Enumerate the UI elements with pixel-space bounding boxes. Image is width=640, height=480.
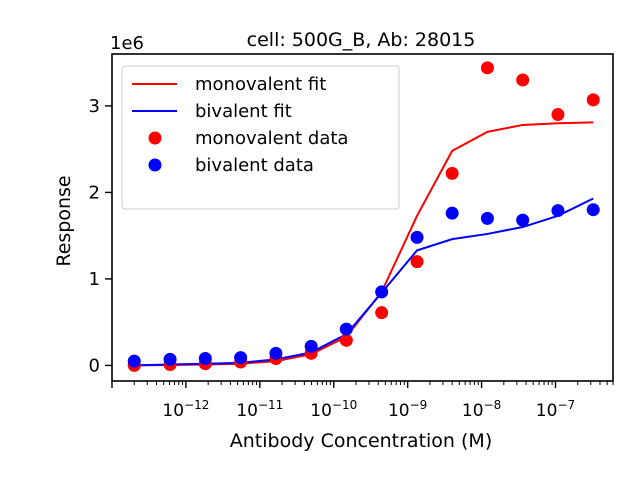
x-tick-label: 10−9 [388,398,427,421]
bivalent-data-point [375,285,389,299]
bivalent-data-point [516,213,530,227]
bivalent-data-point [410,230,424,244]
x-tick-label: 10−8 [462,398,501,421]
monovalent-data-point [586,93,600,107]
monovalent-data-point [445,166,459,180]
y-tick-label: 1 [89,269,100,290]
monovalent-data-point [480,61,494,75]
bivalent-data-point [304,339,318,353]
legend-swatch-monovalent-data [148,131,162,145]
legend-swatch-bivalent-data [148,158,162,172]
bivalent-data-point [234,351,248,365]
bivalent-data-point [127,354,141,368]
monovalent-data-point [339,333,353,347]
bivalent-data-point [198,352,212,366]
plot-frame [111,53,614,382]
x-tick-label: 10−11 [236,398,283,421]
legend-label-monovalent-data: monovalent data [195,128,348,149]
y-offset-label: 1e6 [110,33,144,54]
bivalent-data-point [163,352,177,366]
monovalent-data-point [375,306,389,320]
legend-label-bivalent-fit: bivalent fit [195,101,292,122]
x-axis-label: Antibody Concentration (M) [230,430,492,452]
bivalent-data-point [586,203,600,217]
bivalent-data-point [269,346,283,360]
legend-label-monovalent-fit: monovalent fit [195,74,326,95]
monovalent-data-point [410,255,424,269]
y-axis-label: Response [53,175,75,266]
x-tick-label: 10−10 [310,398,357,421]
legend-box [121,65,400,210]
monovalent-data-point [516,73,530,87]
bivalent-data-point [445,206,459,220]
y-tick-label: 3 [89,96,100,117]
legend: monovalent fit bivalent fit monovalent dat… [121,65,400,210]
legend-label-bivalent-data: bivalent data [195,155,314,176]
monovalent-data-point [551,108,565,122]
bivalent-data-point [551,204,565,218]
bivalent-data-point [480,211,494,225]
bivalent-data-point [339,322,353,336]
chart-title: cell: 500G_B, Ab: 28015 [247,29,476,51]
y-tick-label: 2 [89,182,100,203]
x-tick-label: 10−7 [536,398,575,421]
y-tick-label: 0 [89,355,100,376]
x-tick-label: 10−12 [162,398,209,421]
